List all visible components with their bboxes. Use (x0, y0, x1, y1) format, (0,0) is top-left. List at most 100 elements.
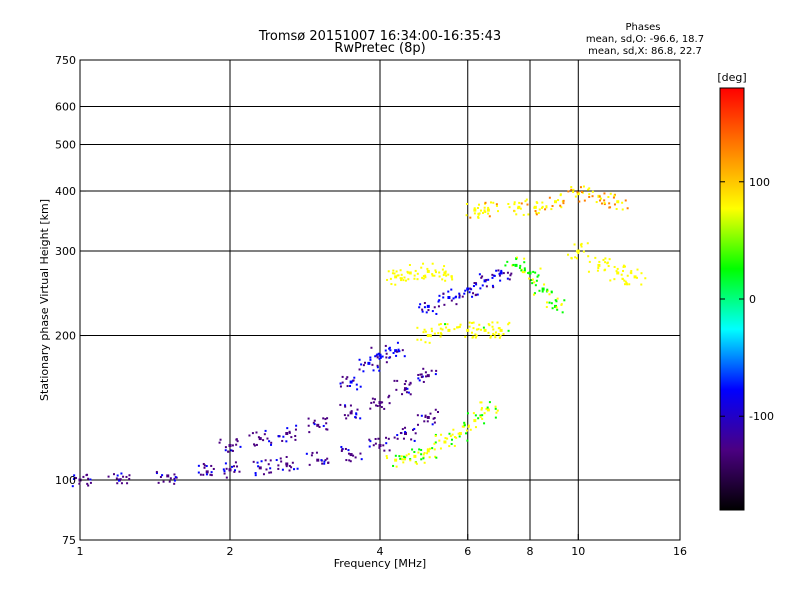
data-point (480, 407, 483, 410)
data-point (464, 289, 467, 292)
data-point (484, 210, 487, 213)
data-point (562, 199, 565, 202)
data-point (401, 428, 404, 431)
data-point (252, 460, 255, 463)
data-point (445, 326, 448, 329)
data-point (483, 206, 486, 209)
data-point (536, 275, 539, 278)
data-point (225, 476, 228, 479)
data-point (416, 338, 419, 341)
data-point (367, 361, 371, 365)
data-point (395, 388, 398, 391)
data-point (533, 292, 536, 295)
data-point (630, 270, 633, 273)
data-point (434, 433, 437, 436)
data-point (429, 447, 432, 450)
data-point (394, 458, 398, 462)
data-point (548, 301, 551, 304)
data-point (450, 438, 453, 441)
data-point (417, 373, 420, 376)
data-point (602, 258, 605, 261)
data-point (403, 383, 406, 386)
data-point (616, 271, 620, 275)
data-point (288, 464, 291, 467)
data-point (439, 332, 442, 335)
data-point (396, 341, 399, 344)
x-tick-label: 16 (673, 545, 687, 558)
data-point (472, 412, 475, 415)
data-point (378, 446, 381, 449)
data-point (416, 423, 419, 426)
data-point (517, 207, 520, 210)
data-point (587, 188, 590, 191)
data-point (385, 442, 388, 445)
data-point (340, 445, 343, 448)
data-point (492, 328, 495, 331)
data-point (640, 283, 643, 286)
data-point (426, 374, 430, 378)
data-point (255, 443, 258, 446)
data-point (473, 212, 476, 215)
data-point (291, 461, 294, 464)
data-point (588, 195, 591, 198)
data-point (586, 242, 589, 245)
data-point (341, 448, 344, 451)
data-point (438, 323, 441, 326)
data-point (615, 207, 618, 210)
data-point (347, 414, 350, 417)
data-point (398, 350, 401, 353)
data-point (396, 379, 399, 382)
data-point (580, 245, 583, 248)
data-point (535, 213, 538, 216)
data-point (362, 364, 365, 367)
data-point (600, 197, 603, 200)
data-point (416, 272, 419, 275)
y-tick-label: 750 (55, 54, 76, 67)
data-point (535, 211, 538, 214)
data-point (513, 201, 516, 204)
data-point (388, 449, 391, 452)
data-point (426, 449, 430, 453)
data-point (439, 323, 442, 326)
data-point (270, 471, 273, 474)
data-point (344, 405, 347, 408)
data-point (608, 202, 611, 205)
data-point (425, 375, 428, 378)
data-point (341, 375, 344, 378)
data-point (385, 356, 388, 359)
data-point (428, 341, 431, 344)
data-point (438, 271, 441, 274)
data-point (481, 275, 484, 278)
data-point (399, 277, 402, 280)
data-point (321, 462, 324, 465)
data-point (428, 456, 431, 459)
data-point (212, 467, 215, 470)
x-tick-label: 6 (464, 545, 471, 558)
data-point (236, 440, 239, 443)
data-point (424, 276, 427, 279)
data-point (600, 202, 603, 205)
data-point (597, 267, 600, 270)
data-point (345, 459, 348, 462)
data-point (197, 464, 200, 467)
data-point (492, 332, 495, 335)
data-point (488, 215, 491, 218)
data-point (622, 269, 625, 272)
data-point (347, 452, 350, 455)
data-point (173, 473, 176, 476)
data-point (523, 261, 526, 264)
data-point (497, 210, 500, 213)
data-point (426, 420, 429, 423)
data-point (553, 200, 557, 204)
data-point (349, 380, 353, 384)
data-point (480, 401, 483, 404)
data-point (588, 193, 591, 196)
data-point (349, 460, 352, 463)
data-point (587, 270, 590, 273)
data-point (382, 444, 385, 447)
data-point (486, 406, 489, 409)
data-point (624, 283, 627, 286)
data-point (378, 401, 382, 405)
data-point (560, 206, 563, 209)
data-point (346, 385, 349, 388)
